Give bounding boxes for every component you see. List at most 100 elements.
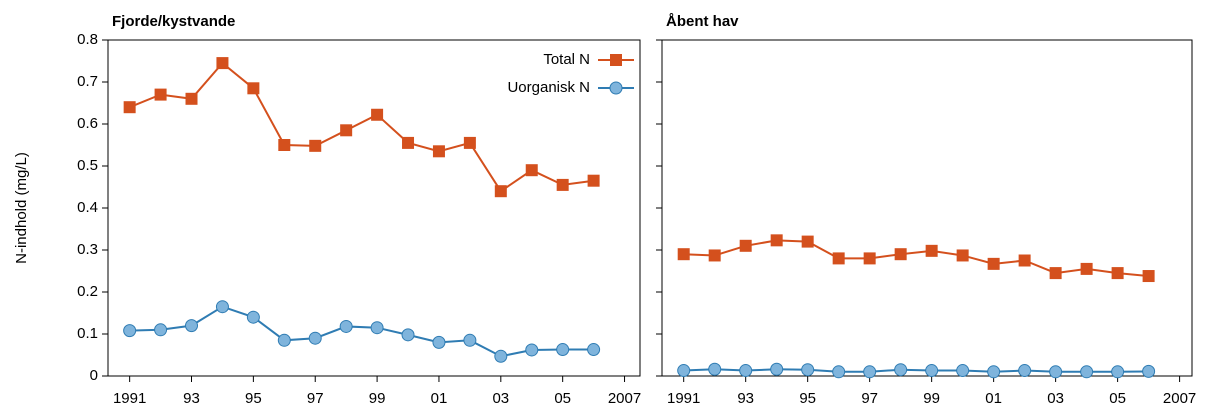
- marker: [863, 365, 877, 379]
- marker: [832, 365, 846, 379]
- marker: [894, 363, 908, 377]
- x-tick-label: 01: [985, 390, 1002, 407]
- marker: [739, 239, 752, 252]
- series-line: [129, 305, 594, 358]
- marker: [1049, 365, 1063, 379]
- x-tick-label: 95: [245, 390, 262, 407]
- marker: [1080, 365, 1094, 379]
- marker: [677, 248, 690, 261]
- marker: [432, 335, 446, 349]
- marker: [1142, 270, 1155, 283]
- x-tick-label: 03: [492, 390, 509, 407]
- marker: [277, 333, 291, 347]
- legend-marker: [609, 81, 623, 95]
- marker: [801, 363, 815, 377]
- marker: [925, 364, 939, 378]
- x-tick-label: 1991: [667, 390, 700, 407]
- marker: [708, 249, 721, 262]
- marker: [894, 248, 907, 261]
- marker: [987, 257, 1000, 270]
- x-tick-label: 93: [737, 390, 754, 407]
- marker: [402, 136, 415, 149]
- x-tick-label: 93: [183, 390, 200, 407]
- marker: [1111, 267, 1124, 280]
- x-tick-label: 97: [307, 390, 324, 407]
- marker: [123, 101, 136, 114]
- marker: [770, 234, 783, 247]
- x-tick-label: 01: [431, 390, 448, 407]
- marker: [216, 57, 229, 70]
- marker: [587, 343, 601, 357]
- marker: [494, 185, 507, 198]
- legend-label: Uorganisk N: [507, 79, 590, 96]
- marker: [801, 235, 814, 248]
- marker: [925, 244, 938, 257]
- marker: [494, 349, 508, 363]
- marker: [185, 92, 198, 105]
- series-line: [683, 239, 1149, 278]
- marker: [556, 343, 570, 357]
- y-tick-label: 0.6: [77, 115, 98, 132]
- x-tick-label: 95: [799, 390, 816, 407]
- marker: [432, 145, 445, 158]
- marker: [401, 328, 415, 342]
- marker: [123, 324, 137, 338]
- x-tick-label: 05: [554, 390, 571, 407]
- marker: [340, 124, 353, 137]
- marker: [308, 331, 322, 345]
- legend-marker: [610, 54, 622, 66]
- y-tick-label: 0.8: [77, 31, 98, 48]
- y-tick-label: 0.5: [77, 157, 98, 174]
- marker: [371, 108, 384, 121]
- marker: [677, 364, 691, 378]
- marker: [1018, 364, 1032, 378]
- marker: [215, 300, 229, 314]
- marker: [832, 252, 845, 265]
- marker: [463, 333, 477, 347]
- y-tick-label: 0.2: [77, 283, 98, 300]
- y-tick-label: 0.3: [77, 241, 98, 258]
- x-tick-label: 03: [1047, 390, 1064, 407]
- x-tick-label: 2007: [1163, 390, 1196, 407]
- marker: [1049, 267, 1062, 280]
- panel-title: Fjorde/kystvande: [112, 13, 235, 30]
- marker: [370, 321, 384, 335]
- marker: [863, 252, 876, 265]
- marker: [525, 343, 539, 357]
- marker: [1142, 364, 1156, 378]
- marker: [525, 164, 538, 177]
- marker: [1111, 365, 1125, 379]
- marker: [587, 174, 600, 187]
- series-line: [129, 61, 594, 193]
- panel-title: Åbent hav: [666, 13, 739, 30]
- x-tick-label: 99: [369, 390, 386, 407]
- x-tick-label: 97: [861, 390, 878, 407]
- marker: [339, 319, 353, 333]
- series-line: [683, 368, 1149, 373]
- x-tick-label: 2007: [608, 390, 641, 407]
- marker: [987, 365, 1001, 379]
- legend-label: Total N: [543, 51, 590, 68]
- marker: [247, 82, 260, 95]
- x-tick-label: 1991: [113, 390, 146, 407]
- x-tick-label: 99: [923, 390, 940, 407]
- y-axis-label: N-indhold (mg/L): [13, 152, 30, 264]
- marker: [278, 139, 291, 151]
- y-tick-label: 0.4: [77, 199, 98, 216]
- marker: [246, 310, 260, 324]
- marker: [185, 319, 199, 333]
- marker: [154, 323, 168, 337]
- y-tick-label: 0: [90, 367, 98, 384]
- plot-frame: [661, 39, 1193, 377]
- marker: [309, 139, 322, 152]
- marker: [739, 364, 753, 378]
- marker: [154, 88, 167, 101]
- y-tick-label: 0.7: [77, 73, 98, 90]
- marker: [708, 362, 722, 376]
- marker: [956, 364, 970, 378]
- marker: [1018, 254, 1031, 267]
- y-tick-label: 0.1: [77, 325, 98, 342]
- marker: [463, 136, 476, 149]
- marker: [770, 362, 784, 376]
